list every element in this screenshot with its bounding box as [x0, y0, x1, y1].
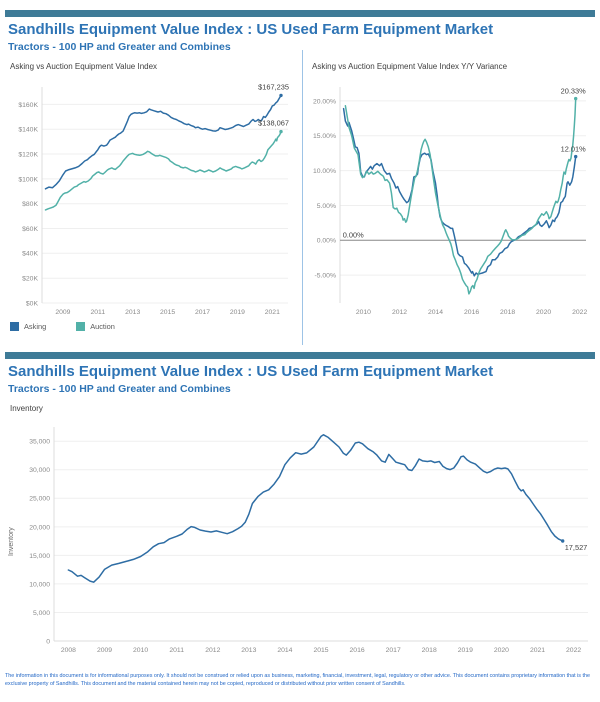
- svg-text:2010: 2010: [356, 309, 371, 316]
- asking-legend-swatch: [10, 322, 19, 331]
- svg-text:20.00%: 20.00%: [313, 98, 336, 105]
- svg-text:10,000: 10,000: [29, 581, 50, 588]
- inventory-chart: 0 5,000 10,000 15,000 20,000 25,000 30,000 35,0…: [4, 415, 596, 670]
- inventory-chart-title: Inventory: [10, 404, 43, 413]
- svg-text:2009: 2009: [97, 647, 112, 654]
- svg-text:5,000: 5,000: [33, 610, 50, 617]
- svg-text:35,000: 35,000: [29, 439, 50, 446]
- svg-text:15.00%: 15.00%: [313, 133, 336, 140]
- svg-text:15,000: 15,000: [29, 553, 50, 560]
- svg-text:30,000: 30,000: [29, 467, 50, 474]
- svg-text:2020: 2020: [536, 309, 551, 316]
- svg-text:$100K: $100K: [18, 176, 38, 183]
- svg-text:5.00%: 5.00%: [317, 203, 336, 210]
- legend-item-auction: Auction: [76, 322, 115, 331]
- section-accent-bar-bottom: [5, 352, 595, 359]
- svg-text:-5.00%: -5.00%: [314, 273, 336, 280]
- asking-legend-label: Asking: [24, 322, 47, 331]
- svg-text:2008: 2008: [61, 647, 76, 654]
- svg-text:$120K: $120K: [18, 151, 38, 158]
- svg-text:2014: 2014: [428, 309, 443, 316]
- svg-text:2021: 2021: [265, 309, 280, 316]
- auction-legend-swatch: [76, 322, 86, 331]
- auction-legend-label: Auction: [90, 322, 115, 331]
- svg-text:0.00%: 0.00%: [343, 230, 364, 239]
- svg-text:$40K: $40K: [22, 251, 38, 258]
- value-index-chart-title: Asking vs Auction Equipment Value Index: [10, 62, 158, 71]
- svg-text:2015: 2015: [160, 309, 175, 316]
- svg-text:2016: 2016: [464, 309, 479, 316]
- svg-text:$138,067: $138,067: [258, 119, 289, 128]
- svg-text:2019: 2019: [230, 309, 245, 316]
- svg-text:0: 0: [46, 638, 50, 645]
- report-title: Sandhills Equipment Value Index : US Use…: [8, 21, 494, 38]
- svg-text:$0K: $0K: [26, 300, 39, 307]
- svg-text:$20K: $20K: [22, 276, 38, 283]
- svg-text:$160K: $160K: [18, 102, 38, 109]
- svg-text:20,000: 20,000: [29, 524, 50, 531]
- chart-legend: Asking Auction: [10, 322, 145, 331]
- svg-text:$60K: $60K: [22, 226, 38, 233]
- svg-text:20.33%: 20.33%: [561, 87, 586, 96]
- svg-text:2012: 2012: [205, 647, 220, 654]
- yoy-variance-chart: -5.00% 0.00% 5.00% 10.00% 15.00% 20.00% 2010 20…: [306, 71, 596, 328]
- svg-text:17,527: 17,527: [565, 543, 588, 552]
- svg-text:2011: 2011: [90, 309, 105, 316]
- svg-text:2022: 2022: [566, 647, 581, 654]
- yoy-variance-chart-title: Asking vs Auction Equipment Value Index …: [312, 62, 508, 71]
- section-accent-bar-top: [5, 10, 595, 17]
- svg-text:2021: 2021: [530, 647, 545, 654]
- svg-text:$80K: $80K: [22, 201, 38, 208]
- svg-text:$140K: $140K: [18, 127, 38, 134]
- svg-text:0.00%: 0.00%: [317, 238, 336, 245]
- svg-text:2019: 2019: [458, 647, 473, 654]
- svg-text:2011: 2011: [169, 647, 184, 654]
- svg-text:2015: 2015: [313, 647, 328, 654]
- svg-text:10.00%: 10.00%: [313, 168, 336, 175]
- svg-text:2010: 2010: [133, 647, 148, 654]
- svg-text:25,000: 25,000: [29, 496, 50, 503]
- svg-text:2018: 2018: [422, 647, 437, 654]
- report-title-2: Sandhills Equipment Value Index : US Use…: [8, 363, 494, 380]
- report-subtitle-2: Tractors - 100 HP and Greater and Combin…: [8, 383, 231, 395]
- svg-text:2013: 2013: [241, 647, 256, 654]
- value-index-chart: $0K $20K $40K $60K $80K $100K $120K $140K $160K 2…: [6, 71, 296, 328]
- svg-text:2016: 2016: [350, 647, 365, 654]
- svg-text:2020: 2020: [494, 647, 509, 654]
- svg-text:2014: 2014: [277, 647, 292, 654]
- report-subtitle: Tractors - 100 HP and Greater and Combin…: [8, 41, 231, 53]
- svg-text:2013: 2013: [125, 309, 140, 316]
- svg-text:2018: 2018: [500, 309, 515, 316]
- svg-text:2009: 2009: [55, 309, 70, 316]
- svg-text:2012: 2012: [392, 309, 407, 316]
- svg-text:2017: 2017: [195, 309, 210, 316]
- svg-text:2022: 2022: [572, 309, 587, 316]
- svg-text:2017: 2017: [386, 647, 401, 654]
- legend-item-asking: Asking: [10, 322, 46, 331]
- disclaimer-text: The information in this document is for …: [5, 673, 590, 688]
- chart-divider: [302, 50, 303, 345]
- svg-text:12.01%: 12.01%: [561, 145, 586, 154]
- svg-text:$167,235: $167,235: [258, 82, 289, 91]
